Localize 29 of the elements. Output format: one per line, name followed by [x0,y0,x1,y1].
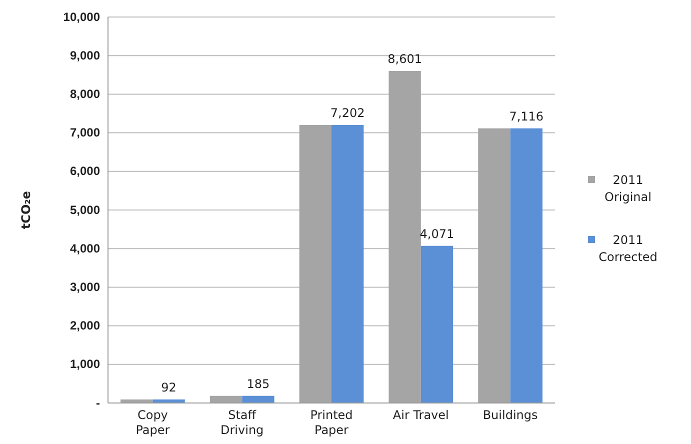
data-label: 185 [246,376,270,391]
data-label: 4,071 [420,226,454,241]
y-tick-label: 5,000 [70,202,100,217]
y-tick-label: 7,000 [70,126,100,140]
y-tick-label: 3,000 [70,280,100,294]
legend-label: 2011 Original [604,173,652,204]
bar [332,125,364,403]
data-label: 7,202 [330,106,365,120]
data-label: 92 [161,380,176,394]
y-tick-label: 8,000 [70,87,100,102]
y-tick-label: 9,000 [70,48,100,62]
x-tick-label: Buildings [482,408,538,422]
y-tick-label: 2,000 [70,318,100,333]
x-tick-label: Staff Driving [220,408,264,437]
data-label: 8,601 [388,52,422,66]
x-tick-label: Air Travel [392,408,449,422]
y-tick-label: 6,000 [70,164,100,178]
y-axis-title: tCO₂e [19,190,33,230]
y-tick-label: 1,000 [70,357,100,372]
y-tick-label: 4,000 [70,241,100,256]
bar [420,246,454,403]
x-tick-label: Copy Paper [136,408,170,437]
legend-label: 2011 Corrected [598,233,658,264]
y-tick-label: 10,000 [63,10,100,24]
bar [242,396,274,403]
bar [510,128,542,403]
y-tick-label: - [96,396,100,410]
x-tick-label: Printed Paper [310,408,353,437]
data-label: 7,116 [509,109,544,124]
